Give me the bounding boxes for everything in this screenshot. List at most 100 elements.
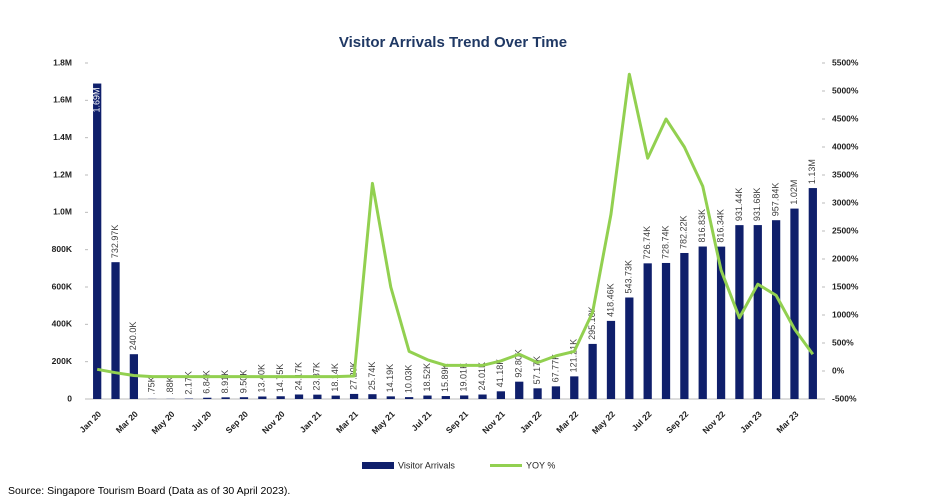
- bar: [478, 394, 487, 399]
- bar: [588, 343, 597, 399]
- source-note: Source: Singapore Tourism Board (Data as…: [8, 485, 290, 497]
- x-tick-label: Sep 20: [224, 409, 251, 436]
- bar: [441, 396, 450, 399]
- data-label: 9.50K: [238, 370, 248, 394]
- legend-label: YOY %: [526, 460, 555, 470]
- bar: [625, 297, 634, 399]
- x-tick-label: Jul 20: [189, 409, 213, 433]
- data-label: 782.22K: [679, 215, 689, 249]
- y-tick-label: 0: [67, 393, 72, 403]
- bar: [368, 394, 377, 399]
- y-tick-label: 1.2M: [53, 169, 72, 179]
- data-label: 1.69M: [92, 88, 102, 113]
- data-label: 24.01K: [477, 362, 487, 391]
- bar: [680, 252, 689, 399]
- bar: [570, 376, 579, 399]
- data-label: 726.74K: [642, 226, 652, 260]
- bar: [111, 262, 120, 399]
- bar: [661, 262, 671, 399]
- y2-tick-label: 3000%: [832, 197, 859, 207]
- y2-tick-label: 3500%: [832, 169, 859, 179]
- y2-tick-label: 5500%: [832, 57, 859, 67]
- x-tick-label: Sep 21: [444, 409, 471, 436]
- x-tick-label: Mar 22: [554, 409, 580, 435]
- line: [96, 72, 815, 379]
- x-tick-label: Jan 20: [77, 409, 103, 435]
- y-tick-label: 600K: [52, 281, 73, 291]
- x-tick-label: May 22: [590, 409, 617, 436]
- legend-swatch: [362, 462, 394, 469]
- x-tick-label: Jul 22: [630, 409, 654, 433]
- bar: [643, 263, 652, 399]
- x-tick-label: Nov 22: [700, 409, 727, 436]
- bar: [515, 381, 524, 399]
- y2-tick-label: 4500%: [832, 113, 859, 123]
- bar: [790, 208, 799, 399]
- y-tick-label: 1.4M: [53, 132, 72, 142]
- y-tick-label: 1.8M: [53, 57, 72, 67]
- data-label: 19.01K: [459, 363, 469, 392]
- data-label: 295.10K: [587, 306, 597, 340]
- y2-tick-label: 5000%: [832, 85, 859, 95]
- bar: [258, 396, 267, 399]
- bar: [349, 393, 359, 399]
- data-label: 816.34K: [715, 209, 725, 243]
- y2-tick-label: 500%: [832, 337, 854, 347]
- y2-tick-label: 2500%: [832, 225, 859, 235]
- data-label: 14.19K: [385, 364, 395, 393]
- bar: [331, 395, 340, 399]
- data-label: 10.03K: [404, 365, 414, 394]
- data-label: 57.17K: [532, 356, 542, 385]
- bar: [533, 388, 542, 399]
- data-label: 8.91K: [220, 370, 230, 394]
- data-label: 67.77K: [550, 354, 560, 383]
- x-tick-label: Mar 23: [774, 409, 800, 435]
- y-tick-label: 1.0M: [53, 207, 72, 217]
- x-tick-label: Mar 20: [114, 409, 140, 435]
- bar: [808, 188, 817, 399]
- bar: [386, 396, 395, 399]
- y-tick-label: 200K: [52, 356, 73, 366]
- chart-title: Visitor Arrivals Trend Over Time: [339, 34, 567, 51]
- data-label: 418.46K: [605, 283, 615, 317]
- bar: [753, 225, 762, 399]
- y2-tick-label: 2000%: [832, 253, 859, 263]
- data-label: 13.40K: [257, 364, 267, 393]
- bar: [496, 391, 506, 399]
- bar: [606, 320, 616, 399]
- bar: [716, 246, 726, 399]
- data-label: 121.21K: [569, 339, 579, 373]
- y2-tick-label: -500%: [832, 393, 857, 403]
- data-label: 732.97K: [110, 225, 120, 259]
- bar: [221, 397, 230, 399]
- data-label: 543.73K: [624, 260, 634, 294]
- data-label: 240.0K: [128, 322, 138, 351]
- x-tick-label: Sep 22: [664, 409, 691, 436]
- data-label: 92.80K: [514, 349, 524, 378]
- data-label: 25.74K: [367, 362, 377, 391]
- data-label: 931.68K: [752, 188, 762, 222]
- x-tick-label: Jan 23: [738, 409, 764, 435]
- y-tick-label: 1.6M: [53, 95, 72, 105]
- data-label: 18.52K: [422, 363, 432, 392]
- data-label: 728.74K: [660, 225, 670, 259]
- bar: [294, 394, 304, 399]
- y2-tick-label: 0%: [832, 365, 845, 375]
- data-label: 816.83K: [697, 209, 707, 243]
- bar: [771, 220, 781, 399]
- bar: [460, 395, 469, 399]
- data-label: 6.84K: [202, 370, 212, 394]
- data-label: 2.17K: [183, 371, 193, 395]
- data-label: 15.89K: [440, 364, 450, 393]
- y-tick-label: 800K: [52, 244, 73, 254]
- x-tick-label: May 21: [370, 409, 397, 436]
- data-label: 931.44K: [734, 188, 744, 222]
- bar: [551, 386, 561, 399]
- y2-tick-label: 1000%: [832, 309, 859, 319]
- x-tick-label: Mar 21: [334, 409, 360, 435]
- bar: [203, 397, 212, 399]
- y2-tick-label: 1500%: [832, 281, 859, 291]
- x-tick-label: Jul 21: [409, 409, 433, 433]
- legend-label: Visitor Arrivals: [398, 460, 455, 470]
- bar: [735, 225, 744, 399]
